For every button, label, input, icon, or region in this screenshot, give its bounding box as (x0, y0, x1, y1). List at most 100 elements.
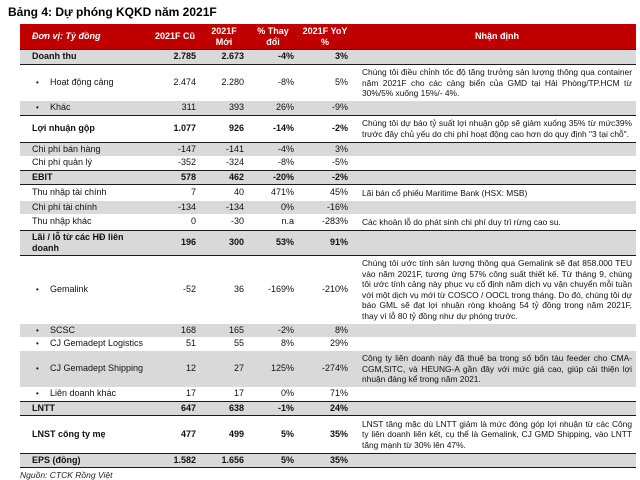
cell-note: LNST tăng mặc dù LNTT giảm là mức đóng g… (362, 418, 632, 450)
cell-new: 165 (228, 324, 244, 335)
table-row: • Liên doanh khác 17 17 0% 71% (20, 387, 636, 401)
cell-note (352, 205, 636, 210)
cell-yoy: -9% (331, 102, 348, 113)
cell-label: EPS (đồng) (32, 454, 81, 465)
cell-label: • Khác (20, 101, 150, 114)
cell-label: • Hoạt động cảng (20, 76, 150, 89)
cell-old: 2.785 (173, 51, 196, 62)
table-row: Lãi / lỗ từ các HĐ liên doanh 196 300 53… (20, 229, 636, 256)
cell-label: • CJ Gemadept Logistics (20, 337, 150, 350)
cell-label: • SCSC (20, 324, 150, 337)
cell-new: 55 (233, 338, 244, 349)
cell-old: 7 (190, 187, 196, 198)
cell-change: -14% (272, 123, 294, 133)
cell-change: 471% (270, 187, 294, 198)
cell-new: 1.656 (221, 454, 244, 465)
bullet-icon: • (36, 339, 39, 349)
cell-new: 300 (228, 237, 244, 247)
cell-label: LNST công ty mẹ (32, 428, 106, 439)
table-row: EBIT 578 462 -20% -2% (20, 169, 636, 185)
cell-change: 0% (280, 388, 294, 399)
bullet-icon: • (36, 103, 39, 113)
cell-old: 12 (185, 363, 196, 374)
table-header-row: Đơn vị: Tỷ đồng 2021F Cũ 2021F Mới % Tha… (20, 24, 636, 49)
bullet-icon: • (36, 325, 39, 335)
cell-note (352, 147, 636, 152)
cell-new: -30 (230, 216, 244, 227)
table-row: Thu nhập khác 0 -30 n.a -283% Các khoản … (20, 214, 636, 230)
cell-note: Lãi bán cổ phiếu Maritime Bank (HSX: MSB… (362, 187, 528, 198)
cell-old: -352 (177, 157, 196, 168)
cell-yoy: -2% (331, 123, 348, 133)
cell-label: Chi phí quản lý (32, 157, 93, 168)
cell-label: LNTT (32, 402, 55, 413)
cell-new: 499 (228, 428, 244, 439)
cell-label: Chi phí bán hàng (32, 143, 101, 154)
header-col-note: Nhận định (475, 31, 519, 42)
header-col-old: 2021F Cũ (154, 31, 196, 42)
cell-note: Chúng tôi ước tính sản lượng thông qua G… (362, 258, 632, 321)
cell-note: Chúng tôi điều chỉnh tốc độ tăng trưởng … (362, 67, 632, 98)
cell-yoy: 5% (334, 77, 348, 88)
cell-yoy: -16% (326, 201, 348, 212)
cell-new: 926 (228, 123, 244, 133)
header-col-yoy: 2021F YoY % (302, 26, 348, 47)
cell-note (352, 54, 636, 59)
cell-old: 311 (181, 102, 196, 113)
cell-yoy: 91% (329, 237, 348, 247)
cell-old: 578 (180, 171, 196, 182)
cell-new: 40 (233, 187, 244, 198)
cell-note (352, 341, 636, 346)
cell-old: 0 (190, 216, 196, 227)
cell-label: Thu nhập tài chính (32, 187, 107, 198)
cell-note (352, 328, 636, 333)
cell-yoy: -2% (331, 171, 348, 182)
table-row: EPS (đồng) 1.582 1.656 5% 35% (20, 453, 636, 468)
cell-yoy: 3% (334, 143, 348, 154)
table-row: • CJ Gemadept Shipping 12 27 125% -274% … (20, 350, 636, 387)
cell-yoy: 29% (329, 338, 348, 349)
cell-note (352, 160, 636, 165)
cell-change: -20% (272, 171, 294, 182)
cell-label: EBIT (32, 171, 53, 182)
cell-old: 17 (185, 388, 196, 399)
cell-note (352, 458, 636, 463)
row-label: SCSC (50, 324, 76, 335)
cell-yoy: -5% (331, 157, 348, 168)
cell-yoy: -274% (321, 363, 348, 374)
cell-new: 17 (233, 388, 244, 399)
row-label: Liên doanh khác (50, 388, 117, 399)
table-title: Bảng 4: Dự phóng KQKD năm 2021F (8, 5, 217, 19)
cell-note: Các khoản lỗ do phát sinh chi phí duy tr… (362, 216, 561, 227)
cell-new: -134 (225, 201, 244, 212)
header-col-change: % Thay đổi (257, 26, 289, 47)
cell-yoy: 24% (329, 402, 348, 413)
cell-old: 196 (180, 237, 196, 247)
cell-new: 393 (228, 102, 244, 113)
cell-new: 27 (233, 363, 244, 374)
table-row: Thu nhập tài chính 7 40 471% 45% Lãi bán… (20, 185, 636, 201)
table-row: • Gemalink -52 36 -169% -210% Chúng tôi … (20, 255, 636, 324)
cell-change: -2% (277, 324, 294, 335)
table-row: • CJ Gemadept Logistics 51 55 8% 29% (20, 337, 636, 351)
cell-old: -147 (177, 143, 196, 154)
forecast-table: Đơn vị: Tỷ đồng 2021F Cũ 2021F Mới % Tha… (20, 24, 636, 468)
cell-label: • Gemalink (20, 283, 150, 296)
cell-change: n.a (281, 216, 294, 227)
cell-change: 5% (280, 428, 294, 439)
cell-yoy: -210% (321, 284, 348, 294)
table-row: • SCSC 168 165 -2% 8% (20, 323, 636, 337)
cell-new: 36 (233, 284, 244, 294)
cell-label: Lãi / lỗ từ các HĐ liên doanh (32, 231, 124, 253)
cell-note: Công ty liên doanh này đã thuê ba trong … (362, 353, 632, 384)
cell-old: 1.077 (173, 123, 196, 133)
cell-new: 462 (228, 171, 244, 182)
bullet-icon: • (36, 389, 39, 399)
cell-label: • Liên doanh khác (20, 387, 150, 400)
cell-old: 2.474 (173, 77, 196, 88)
cell-change: -4% (277, 143, 294, 154)
table-row: Doanh thu 2.785 2.673 -4% 3% (20, 49, 636, 65)
cell-change: -1% (277, 402, 294, 413)
cell-label: Doanh thu (32, 51, 77, 62)
cell-change: 5% (280, 454, 294, 465)
